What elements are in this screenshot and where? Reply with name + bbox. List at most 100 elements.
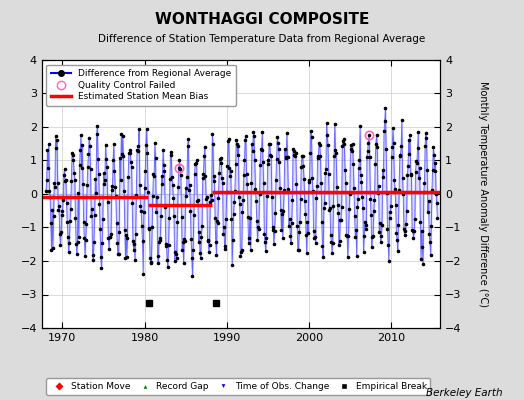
Point [252,197,260,204]
Point [42,188,50,194]
Point [407,171,415,178]
Point [85,143,94,149]
Point [232,137,241,144]
Point [162,243,171,249]
Point [77,132,85,138]
Point [141,142,150,148]
Point [173,218,182,225]
Point [161,241,170,247]
Point [54,206,62,213]
Point [63,219,71,226]
Point [313,155,322,161]
Point [189,247,198,253]
Point [126,146,134,153]
Point [338,142,346,149]
Point [112,220,121,226]
Point [369,208,378,214]
Point [429,166,437,173]
Point [353,253,361,259]
Point [51,184,59,190]
Point [268,194,276,200]
Point [357,172,365,178]
Point [69,152,77,158]
Point [136,203,145,209]
Point [73,251,81,258]
Point [371,161,379,167]
Point [113,240,122,246]
Point [212,238,220,245]
Point [55,203,63,210]
Point [372,141,380,148]
Point [342,232,351,238]
Point [311,239,320,246]
Point [245,235,254,241]
Point [192,157,201,164]
Point [364,148,372,154]
Point [101,141,110,148]
Point [165,215,173,221]
Point [384,242,392,248]
Point [147,259,155,266]
Point [60,166,69,172]
Point [181,185,190,192]
Point [120,188,128,194]
Point [335,238,344,244]
Point [398,117,406,124]
Point [149,192,157,199]
Point [320,205,328,212]
Point [270,241,278,248]
Point [180,235,189,242]
Point [165,242,173,248]
Point [158,172,166,179]
Point [146,254,154,261]
Point [388,144,397,150]
Point [56,242,64,248]
Point [248,141,256,148]
Point [246,247,255,254]
Point [347,146,355,152]
Point [99,215,107,222]
Point [425,231,433,238]
Point [411,168,420,175]
Point [337,216,345,223]
Point [114,251,122,257]
Point [250,133,258,139]
Point [199,175,207,181]
Point [81,253,89,259]
Point [320,200,329,206]
Point [185,182,194,188]
Point [404,163,412,170]
Point [148,224,156,230]
Point [182,192,191,199]
Point [223,188,231,195]
Point [49,245,57,251]
Point [270,228,279,234]
Point [143,125,151,132]
Point [391,186,399,192]
Point [66,218,74,224]
Point [318,219,326,226]
Point [59,196,67,203]
Point [339,138,347,144]
Point [359,249,368,256]
Point [417,255,425,262]
Point [254,224,263,230]
Point [230,199,238,206]
Point [221,243,230,249]
Point [422,130,430,136]
Point [204,238,212,244]
Point [414,129,422,136]
Point [97,265,106,272]
Point [159,162,168,168]
Point [177,172,185,178]
Point [139,270,147,277]
Point [379,174,388,180]
Point [324,142,332,149]
Point [158,181,167,188]
Point [403,172,411,178]
Point [255,226,263,232]
Point [217,155,225,161]
Point [361,218,369,225]
Legend: Station Move, Record Gap, Time of Obs. Change, Empirical Break: Station Move, Record Gap, Time of Obs. C… [47,378,430,394]
Point [418,227,426,234]
